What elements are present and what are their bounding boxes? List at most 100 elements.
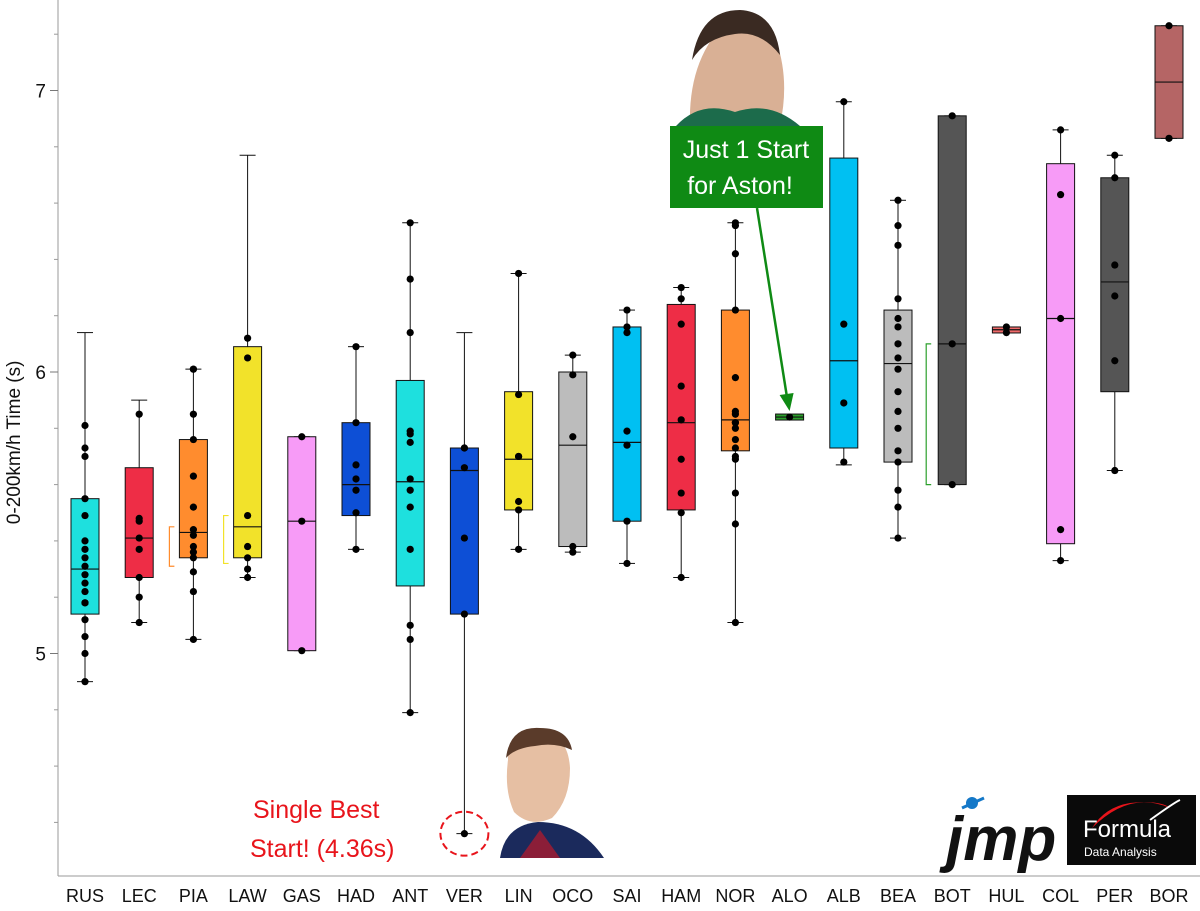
data-point bbox=[406, 475, 414, 483]
data-point bbox=[677, 455, 685, 463]
data-point bbox=[569, 548, 577, 556]
data-point bbox=[189, 365, 197, 373]
x-tick-label: SAI bbox=[612, 886, 641, 906]
data-point bbox=[677, 382, 685, 390]
data-point bbox=[731, 250, 740, 258]
box-pia bbox=[178, 439, 208, 559]
data-point bbox=[81, 649, 89, 658]
data-point bbox=[81, 599, 89, 607]
data-point bbox=[731, 452, 740, 461]
data-point bbox=[677, 573, 685, 582]
data-point bbox=[189, 587, 197, 596]
data-point bbox=[569, 351, 577, 359]
data-point bbox=[894, 196, 902, 204]
x-tick-label: OCO bbox=[552, 886, 593, 906]
box-group-law bbox=[233, 154, 263, 582]
best-start-label-line2: Start! (4.36s) bbox=[250, 835, 395, 863]
data-point bbox=[677, 295, 685, 303]
data-point bbox=[189, 635, 197, 644]
formula-data-analysis-logo: Formula Data Analysis bbox=[1067, 795, 1196, 865]
data-point bbox=[135, 593, 143, 601]
data-point bbox=[786, 413, 794, 421]
x-tick-label: PER bbox=[1096, 886, 1133, 906]
data-point bbox=[81, 571, 89, 579]
data-point bbox=[189, 503, 197, 511]
box-gas bbox=[287, 436, 317, 652]
data-point bbox=[244, 554, 252, 562]
data-point bbox=[406, 328, 414, 337]
data-point bbox=[135, 514, 143, 522]
box-group-hul bbox=[991, 323, 1021, 337]
data-point bbox=[352, 419, 360, 427]
data-point bbox=[244, 573, 252, 582]
data-point bbox=[81, 616, 89, 624]
data-point bbox=[1111, 292, 1119, 300]
x-tick-label: RUS bbox=[66, 886, 104, 906]
data-point bbox=[894, 388, 902, 396]
box-group-alo bbox=[775, 413, 805, 421]
data-point bbox=[623, 441, 631, 449]
data-point bbox=[81, 452, 89, 461]
data-point bbox=[894, 486, 902, 494]
aston-arrow-head bbox=[779, 393, 794, 412]
data-point bbox=[460, 444, 468, 452]
data-point bbox=[352, 475, 360, 483]
data-point bbox=[894, 241, 902, 249]
data-point bbox=[894, 222, 902, 230]
data-point bbox=[189, 554, 197, 562]
data-point bbox=[135, 534, 143, 542]
range-bracket bbox=[168, 526, 175, 567]
data-point bbox=[894, 365, 902, 373]
data-point bbox=[1057, 191, 1065, 199]
x-tick-label: VER bbox=[446, 886, 483, 906]
data-point bbox=[623, 328, 631, 337]
data-point bbox=[731, 520, 740, 528]
data-point bbox=[352, 486, 360, 494]
box-group-nor bbox=[720, 219, 750, 627]
data-point bbox=[1057, 314, 1065, 323]
data-point bbox=[677, 509, 685, 517]
data-point bbox=[623, 427, 631, 435]
box-group-per bbox=[1100, 151, 1130, 475]
jmp-logo: jmp bbox=[939, 796, 1056, 874]
box-group-bor bbox=[1154, 22, 1184, 142]
data-point bbox=[298, 647, 306, 655]
data-point bbox=[406, 635, 414, 644]
data-point bbox=[81, 554, 89, 562]
data-point bbox=[569, 371, 577, 379]
data-point bbox=[189, 548, 197, 556]
data-point bbox=[1057, 557, 1065, 565]
data-point bbox=[677, 320, 685, 328]
data-point bbox=[189, 472, 197, 480]
data-point bbox=[189, 568, 197, 576]
data-point bbox=[460, 534, 468, 542]
data-point bbox=[81, 545, 89, 553]
aston-arrow-line bbox=[755, 207, 789, 402]
data-point bbox=[406, 621, 414, 629]
data-point bbox=[569, 433, 577, 441]
annotations: Single Best Start! (4.36s) Just 1 Start for… bbox=[250, 126, 823, 863]
y-tick-label: 5 bbox=[35, 645, 46, 666]
alonso-portrait bbox=[676, 10, 800, 126]
x-tick-label: ALB bbox=[827, 886, 861, 906]
data-point bbox=[1111, 357, 1119, 365]
box-group-rus bbox=[70, 332, 100, 686]
data-point bbox=[1057, 126, 1065, 134]
x-tick-label: PIA bbox=[179, 886, 208, 906]
range-bracket bbox=[223, 514, 229, 565]
x-tick-label: HUL bbox=[988, 886, 1024, 906]
data-point bbox=[731, 618, 740, 627]
jmp-logo-text: jmp bbox=[939, 805, 1056, 874]
data-point bbox=[244, 511, 252, 520]
data-point bbox=[460, 830, 468, 838]
data-point bbox=[731, 444, 740, 452]
data-point bbox=[298, 517, 306, 525]
data-point bbox=[1165, 22, 1173, 30]
data-point bbox=[81, 444, 89, 452]
data-point bbox=[731, 407, 740, 416]
data-point bbox=[1165, 134, 1173, 142]
data-point bbox=[948, 112, 956, 120]
data-point bbox=[1111, 261, 1119, 269]
x-tick-label: BEA bbox=[880, 886, 916, 906]
